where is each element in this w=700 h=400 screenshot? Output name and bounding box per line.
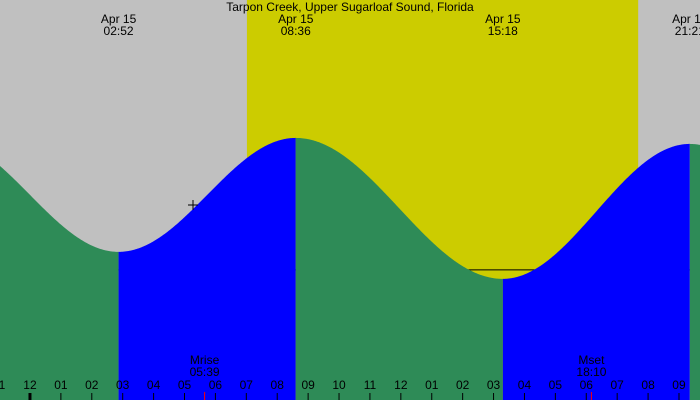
x-tick-label: 09 <box>672 378 686 392</box>
extreme-time: 21:21 <box>675 24 700 38</box>
x-tick-label: 10 <box>332 378 346 392</box>
x-tick-label: 11 <box>364 378 377 392</box>
extreme-date: Apr 15 <box>101 12 137 26</box>
x-tick-label: 03 <box>487 378 501 392</box>
x-tick-label: 01 <box>425 378 439 392</box>
falling-tide <box>295 137 503 400</box>
x-tick-label: 01 <box>54 378 68 392</box>
rising-tide <box>502 143 690 400</box>
extreme-date: Apr 15 <box>278 12 314 26</box>
x-tick-label: 06 <box>209 378 223 392</box>
rising-tide <box>118 137 296 400</box>
x-tick-label: 12 <box>394 378 408 392</box>
extreme-time: 08:36 <box>281 24 311 38</box>
moon-time: 18:10 <box>576 365 606 379</box>
falling-tide <box>689 143 700 400</box>
x-tick-label: 08 <box>641 378 655 392</box>
extreme-date: Apr 15 <box>485 12 521 26</box>
x-tick-label: 07 <box>240 378 254 392</box>
x-tick-label: 08 <box>271 378 285 392</box>
x-tick-label: 05 <box>549 378 563 392</box>
x-tick-label: 03 <box>116 378 130 392</box>
x-tick-label: 02 <box>456 378 470 392</box>
falling-tide <box>0 166 119 400</box>
x-tick-label: 04 <box>518 378 532 392</box>
x-tick-label: 02 <box>85 378 99 392</box>
moon-label: Mset <box>578 353 605 367</box>
moon-time: 05:39 <box>190 365 220 379</box>
x-tick-label: 04 <box>147 378 161 392</box>
x-tick-label: 09 <box>301 378 315 392</box>
x-tick-label: 06 <box>580 378 594 392</box>
extreme-time: 02:52 <box>104 24 134 38</box>
x-tick-label: 12 <box>23 378 37 392</box>
chart-title: Tarpon Creek, Upper Sugarloaf Sound, Flo… <box>226 0 474 14</box>
x-tick-label: 05 <box>178 378 192 392</box>
extreme-date: Apr 15 <box>672 12 700 26</box>
extreme-time: 15:18 <box>488 24 518 38</box>
current-marker <box>188 200 198 210</box>
tide-fills <box>0 137 700 400</box>
x-tick-label: 07 <box>610 378 624 392</box>
x-tick-label: 11 <box>0 378 6 392</box>
moon-label: Mrise <box>190 353 220 367</box>
